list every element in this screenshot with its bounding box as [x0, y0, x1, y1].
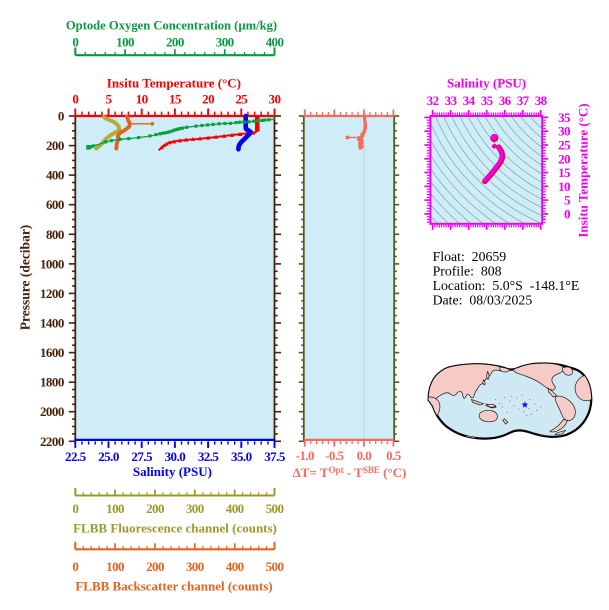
svg-text:Optode Oxygen Concentration (µ: Optode Oxygen Concentration (µm/kg) — [66, 19, 277, 33]
svg-text:1000: 1000 — [40, 256, 64, 271]
svg-text:37: 37 — [517, 93, 530, 108]
svg-text:200: 200 — [166, 35, 184, 50]
svg-text:Float: 20659: Float: 20659 — [433, 249, 507, 264]
svg-text:34: 34 — [463, 93, 476, 108]
svg-text:300: 300 — [186, 501, 204, 516]
svg-text:200: 200 — [146, 559, 164, 574]
svg-text:Insitu Temperature (°C): Insitu Temperature (°C) — [576, 103, 591, 237]
svg-text:400: 400 — [46, 168, 64, 183]
svg-text:25: 25 — [235, 92, 248, 107]
svg-text:20: 20 — [558, 151, 570, 166]
svg-text:0: 0 — [58, 109, 64, 124]
svg-text:-1.0: -1.0 — [296, 448, 314, 463]
svg-text:0.5: 0.5 — [386, 448, 402, 463]
svg-text:10: 10 — [558, 179, 570, 194]
svg-text:10: 10 — [136, 92, 148, 107]
svg-text:500: 500 — [266, 559, 284, 574]
svg-text:33: 33 — [445, 93, 458, 108]
svg-text:0: 0 — [72, 559, 78, 574]
svg-text:100: 100 — [116, 35, 134, 50]
svg-text:Salinity (PSU): Salinity (PSU) — [447, 76, 526, 91]
svg-text:400: 400 — [226, 559, 244, 574]
svg-text:32: 32 — [427, 93, 439, 108]
svg-text:Insitu Temperature (°C): Insitu Temperature (°C) — [107, 76, 241, 91]
svg-text:36: 36 — [499, 93, 512, 108]
svg-text:0: 0 — [72, 35, 78, 50]
svg-text:15: 15 — [169, 92, 182, 107]
svg-text:1800: 1800 — [40, 375, 64, 390]
svg-text:35.0: 35.0 — [231, 449, 252, 464]
svg-text:500: 500 — [266, 501, 284, 516]
svg-text:200: 200 — [46, 138, 64, 153]
svg-text:1600: 1600 — [40, 345, 64, 360]
svg-text:FLBB Fluorescence channel (cou: FLBB Fluorescence channel (counts) — [73, 521, 277, 536]
svg-text:27.5: 27.5 — [131, 449, 153, 464]
svg-text:30.0: 30.0 — [165, 449, 186, 464]
svg-text:300: 300 — [216, 35, 234, 50]
svg-text:22.5: 22.5 — [65, 449, 87, 464]
svg-text:0: 0 — [564, 206, 570, 221]
svg-text:0: 0 — [72, 92, 78, 107]
svg-text:1400: 1400 — [40, 316, 64, 331]
svg-text:5: 5 — [106, 92, 113, 107]
svg-text:Date: 08/03/2025: Date: 08/03/2025 — [433, 292, 533, 307]
svg-text:35: 35 — [481, 93, 494, 108]
svg-text:15: 15 — [558, 165, 571, 180]
svg-text:Pressure (decibar): Pressure (decibar) — [18, 225, 33, 331]
svg-text:Profile: 808: Profile: 808 — [433, 263, 502, 278]
svg-text:38: 38 — [535, 93, 548, 108]
svg-text:32.5: 32.5 — [198, 449, 220, 464]
svg-text:100: 100 — [106, 501, 124, 516]
svg-text:30: 30 — [558, 124, 570, 139]
svg-text:600: 600 — [46, 197, 64, 212]
svg-text:35: 35 — [558, 110, 571, 125]
svg-text:800: 800 — [46, 227, 64, 242]
svg-text:400: 400 — [226, 501, 244, 516]
svg-text:25.0: 25.0 — [98, 449, 119, 464]
svg-text:2000: 2000 — [40, 404, 64, 419]
svg-text:400: 400 — [266, 35, 284, 50]
svg-text:300: 300 — [186, 559, 204, 574]
svg-text:30: 30 — [269, 92, 281, 107]
svg-text:100: 100 — [106, 559, 124, 574]
svg-text:Location: 5.0°S -148.1°E: Location: 5.0°S -148.1°E — [433, 278, 580, 293]
svg-text:37.5: 37.5 — [264, 449, 286, 464]
svg-text:200: 200 — [146, 501, 164, 516]
svg-text:0.0: 0.0 — [357, 448, 372, 463]
svg-text:0: 0 — [72, 501, 78, 516]
svg-text:FLBB Backscatter channel (coun: FLBB Backscatter channel (counts) — [75, 579, 272, 594]
svg-text:25: 25 — [558, 138, 571, 153]
svg-text:5: 5 — [564, 193, 571, 208]
svg-text:-0.5: -0.5 — [325, 448, 344, 463]
svg-text:2200: 2200 — [40, 434, 64, 449]
svg-text:ΔT= TOpt - TSBE (°C): ΔT= TOpt - TSBE (°C) — [293, 465, 407, 480]
svg-text:Salinity (PSU): Salinity (PSU) — [133, 464, 212, 479]
svg-text:20: 20 — [202, 92, 214, 107]
svg-text:1200: 1200 — [40, 286, 64, 301]
